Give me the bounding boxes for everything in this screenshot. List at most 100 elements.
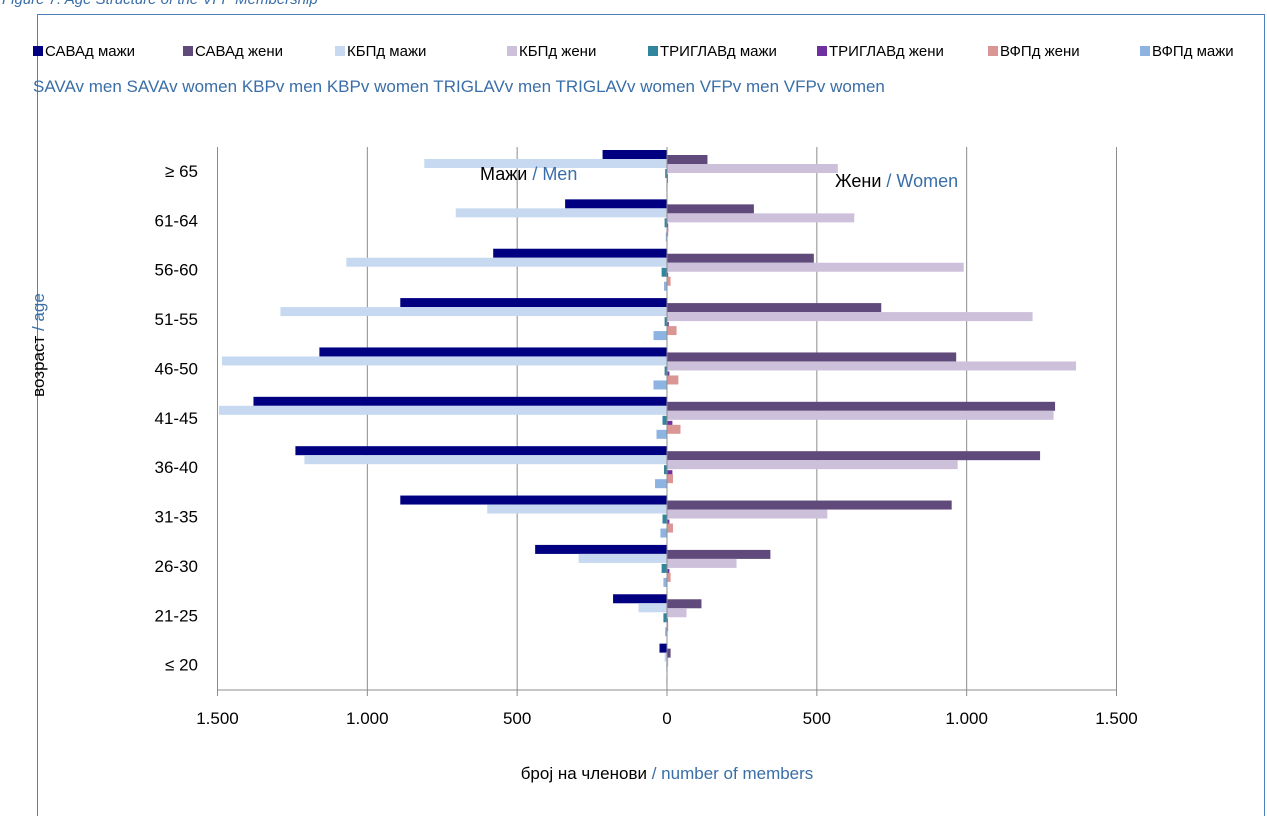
bar-ВФПд-жени-9 <box>667 622 669 632</box>
bar-САВАд-жени-6 <box>667 451 1041 461</box>
bar-ТРИГЛАВд-мажи-5 <box>662 415 667 425</box>
bar-ВФПд-мажи-7 <box>660 528 667 538</box>
bar-КБПд-жени-10 <box>667 657 669 667</box>
bar-КБПд-жени-1 <box>667 213 855 223</box>
bar-ВФПд-мажи-2 <box>664 281 667 291</box>
bar-КБПд-жени-8 <box>667 558 737 568</box>
bar-ТРИГЛАВд-мажи-4 <box>664 366 667 376</box>
x-tick-label-4: 500 <box>803 709 831 728</box>
bar-ВФПд-мажи-9 <box>665 627 667 637</box>
bar-ВФПд-мажи-3 <box>653 331 667 341</box>
bar-САВАд-жени-0 <box>667 155 708 164</box>
bar-ВФПд-мажи-8 <box>663 577 667 587</box>
bar-САВАд-мажи-7 <box>400 495 667 505</box>
legend-label-6: ВФПд жени <box>1000 43 1080 60</box>
legend-label-3: КБПд жени <box>519 43 596 60</box>
bar-ТРИГЛАВд-мажи-7 <box>662 514 667 524</box>
axes <box>217 147 1117 696</box>
x-tick-label-2: 500 <box>503 709 531 728</box>
bar-КБПд-жени-9 <box>667 608 687 618</box>
legend: САВАд мажи САВАд жени КБПд мажи КБПд жени ТР… <box>33 43 1234 60</box>
bar-САВАд-мажи-9 <box>613 594 667 604</box>
bar-КБПд-мажи-4 <box>221 356 667 366</box>
bar-САВАд-мажи-10 <box>659 643 667 653</box>
bar-САВАд-жени-2 <box>667 253 814 263</box>
bar-КБПд-мажи-2 <box>346 257 667 267</box>
bar-ВФПд-жени-3 <box>667 326 677 336</box>
bar-ВФПд-жени-8 <box>667 572 671 582</box>
bar-КБПд-мажи-3 <box>280 307 667 317</box>
bar-ВФПд-мажи-5 <box>656 429 667 439</box>
bar-САВАд-мажи-4 <box>319 347 667 357</box>
bar-САВАд-мажи-2 <box>493 248 667 258</box>
x-tick-label-1: 1.000 <box>346 709 389 728</box>
y-axis-title-mk: возраст <box>29 336 48 397</box>
bar-ТРИГЛАВд-мажи-0 <box>665 169 667 178</box>
bar-КБПд-мажи-5 <box>218 405 667 415</box>
bar-КБПд-мажи-9 <box>638 603 667 613</box>
category-label-8: 26-30 <box>155 557 198 576</box>
category-label-4: 46-50 <box>155 359 198 378</box>
bar-КБПд-мажи-10 <box>664 652 667 662</box>
bar-САВАд-мажи-0 <box>602 150 667 159</box>
bar-ТРИГЛАВд-мажи-1 <box>664 218 667 228</box>
category-label-2: 56-60 <box>155 261 198 280</box>
legend-label-1: САВАд жени <box>195 43 283 60</box>
legend-label-7: ВФПд мажи <box>1152 43 1234 60</box>
bar-САВАд-жени-4 <box>667 352 957 362</box>
bar-САВАд-мажи-6 <box>295 446 667 456</box>
women-label-en: / Women <box>881 171 958 191</box>
legend-swatch-5 <box>817 46 827 56</box>
bar-КБПд-жени-0 <box>667 164 838 173</box>
bar-САВАд-жени-5 <box>667 401 1056 411</box>
bar-САВАд-мажи-3 <box>400 298 667 308</box>
category-label-9: 21-25 <box>155 606 198 625</box>
x-tick-label-5: 1.000 <box>945 709 988 728</box>
category-label-0: ≥ 65 <box>165 162 198 181</box>
bar-КБПд-жени-4 <box>667 361 1077 371</box>
bar-КБПд-жени-5 <box>667 410 1054 420</box>
men-side-label: Мажи / Men <box>480 164 577 184</box>
x-tick-label-3: 0 <box>662 709 671 728</box>
legend-label-4: ТРИГЛАВд мажи <box>660 43 777 60</box>
bar-КБПд-жени-3 <box>667 312 1033 322</box>
bar-САВАд-мажи-1 <box>565 199 667 209</box>
x-tick-label-0: 1.500 <box>196 709 239 728</box>
bar-КБПд-жени-2 <box>667 262 964 272</box>
bar-САВАд-жени-10 <box>667 648 671 658</box>
men-label-en: / Men <box>527 164 577 184</box>
legend-label-0: САВАд мажи <box>45 43 135 60</box>
bar-КБПд-мажи-7 <box>487 504 667 514</box>
bar-ТРИГЛАВд-мажи-6 <box>664 465 667 475</box>
bar-ТРИГЛАВд-мажи-8 <box>661 563 667 573</box>
bar-ВФПд-мажи-4 <box>653 380 667 390</box>
figure-title: Figure 7. Age Structure of the VFP Membe… <box>2 0 318 8</box>
bar-КБПд-жени-6 <box>667 460 958 470</box>
bar-ВФПд-жени-5 <box>667 424 681 434</box>
bar-КБПд-жени-7 <box>667 509 828 519</box>
category-label-5: 41-45 <box>155 409 198 428</box>
bar-КБПд-мажи-6 <box>304 455 667 465</box>
bar-ТРИГЛАВд-мажи-2 <box>661 267 667 277</box>
women-label-mk: Жени <box>835 171 881 191</box>
men-label-mk: Мажи <box>480 164 527 184</box>
bar-ВФПд-жени-1 <box>667 227 669 237</box>
legend-swatch-3 <box>507 46 517 56</box>
category-labels: ≥ 65 61-64 56-60 51-55 46-50 41-45 36-40 31-35 2… <box>155 162 198 675</box>
bar-САВАд-жени-1 <box>667 204 754 214</box>
category-label-1: 61-64 <box>155 211 198 230</box>
category-label-7: 31-35 <box>155 508 198 527</box>
category-label-6: 36-40 <box>155 458 198 477</box>
bar-САВАд-жени-7 <box>667 500 952 510</box>
bar-ВФПд-мажи-6 <box>655 479 667 489</box>
legend-swatch-0 <box>33 46 43 56</box>
bars <box>218 150 1077 686</box>
x-tick-label-6: 1.500 <box>1095 709 1138 728</box>
bar-САВАд-жени-3 <box>667 303 882 313</box>
bar-КБПд-мажи-8 <box>578 553 667 563</box>
x-axis-title: број на членови / number of members <box>521 764 814 783</box>
x-axis-title-mk: број на членови <box>521 764 647 783</box>
chart-frame <box>37 14 1265 816</box>
x-axis-title-en: / number of members <box>647 764 813 783</box>
